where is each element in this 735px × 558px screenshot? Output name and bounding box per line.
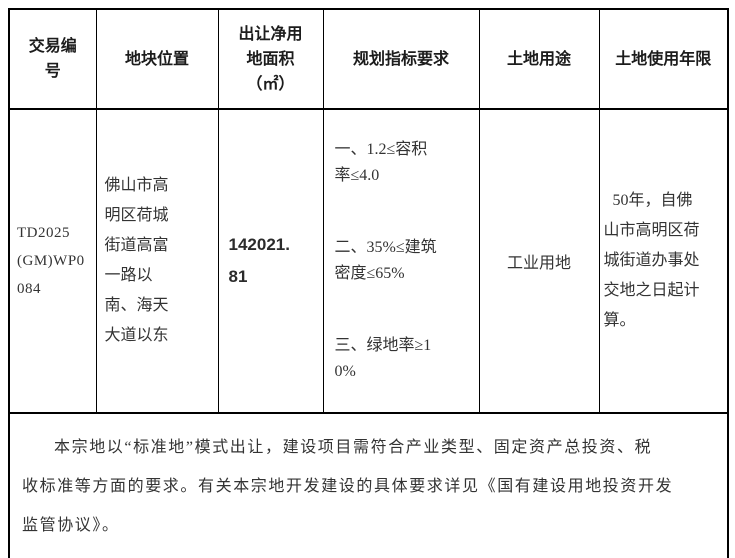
- planning-item-floor-area-ratio: 一、1.2≤容积 率≤4.0: [334, 141, 428, 184]
- cell-transaction-id: TD2025 (GM)WP0 084: [8, 108, 97, 414]
- cell-tenure: 50年，自佛 山市高明区荷 城街道办事处 交地之日起计 算。: [598, 108, 729, 414]
- planning-item-green-ratio: 三、绿地率≥1 0%: [334, 337, 432, 380]
- header-row: 交易编 号 地块位置 出让净用 地面积 （㎡） 规划指标要求 土地用途 土地使用…: [8, 8, 729, 110]
- header-transaction-id: 交易编 号: [8, 8, 97, 110]
- planning-item-building-density: 二、35%≤建筑 密度≤65%: [334, 239, 437, 282]
- header-land-use: 土地用途: [478, 8, 600, 110]
- cell-area: 142021. 81: [217, 108, 324, 414]
- table-row: TD2025 (GM)WP0 084 佛山市高 明区荷城 街道高富 一路以 南、…: [8, 108, 729, 414]
- cell-location: 佛山市高 明区荷城 街道高富 一路以 南、海天 大道以东: [95, 108, 219, 414]
- cell-planning-requirements: 一、1.2≤容积 率≤4.0 二、35%≤建筑 密度≤65% 三、绿地率≥1 0…: [322, 108, 480, 414]
- header-area: 出让净用 地面积 （㎡）: [217, 8, 324, 110]
- land-transaction-table: 交易编 号 地块位置 出让净用 地面积 （㎡） 规划指标要求 土地用途 土地使用…: [8, 8, 729, 558]
- header-location: 地块位置: [95, 8, 219, 110]
- header-planning-requirements: 规划指标要求: [322, 8, 480, 110]
- note-cell: 本宗地以“标准地”模式出让，建设项目需符合产业类型、固定资产总投资、税 收标准等…: [8, 412, 729, 558]
- note-row: 本宗地以“标准地”模式出让，建设项目需符合产业类型、固定资产总投资、税 收标准等…: [8, 412, 729, 558]
- header-tenure: 土地使用年限: [598, 8, 729, 110]
- cell-land-use: 工业用地: [478, 108, 600, 414]
